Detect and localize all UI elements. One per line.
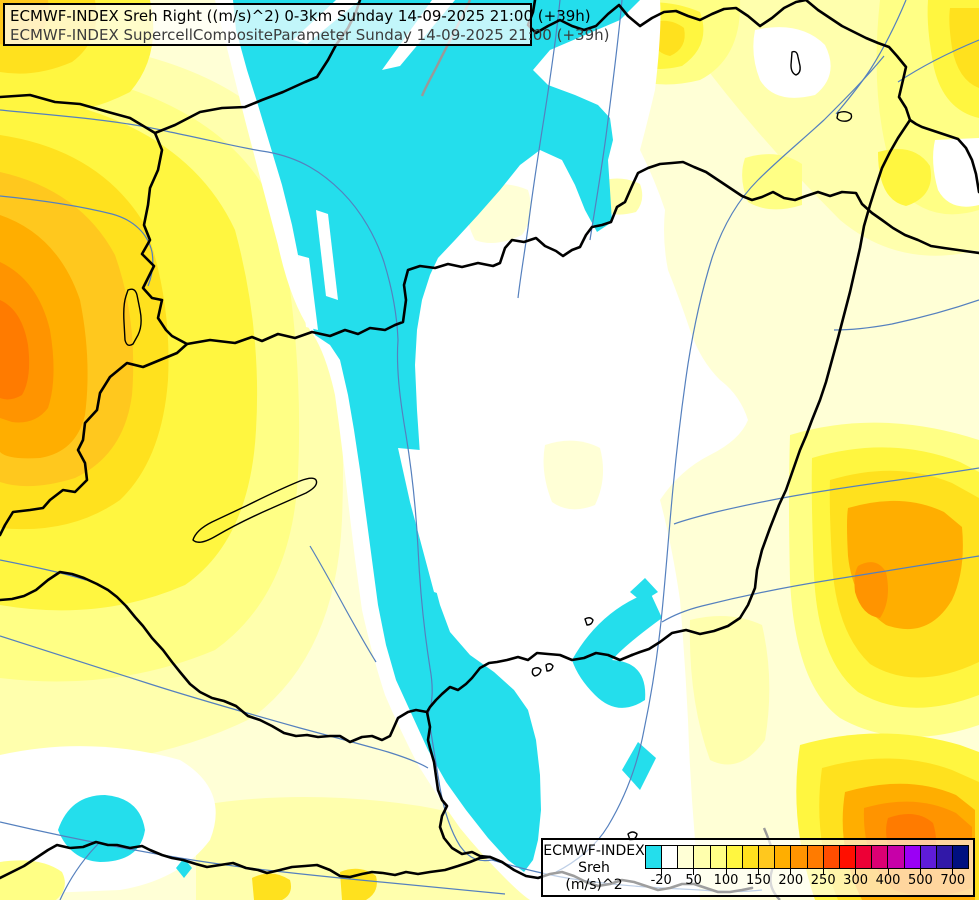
colorbar-cell [871, 846, 888, 868]
colorbar-tick [693, 869, 695, 875]
colorbar-tick-label: 200 [778, 873, 804, 888]
title-line-2: ECMWF-INDEX SupercellCompositeParameter … [10, 26, 610, 44]
river [396, 339, 433, 715]
river [0, 109, 399, 341]
colorbar-cell [935, 846, 952, 868]
lake-outline [790, 50, 801, 76]
title-box: ECMWF-INDEX Sreh Right ((m/s)^2) 0-3km S… [3, 3, 610, 46]
river [835, 0, 907, 115]
colorbar-tick [660, 869, 662, 875]
river [897, 39, 979, 83]
legend-parameter-label: Sreh [578, 860, 610, 876]
colorbar-tick-label: 150 [745, 873, 771, 888]
lake-outline [545, 663, 554, 672]
colorbar-tick-label: 300 [843, 873, 869, 888]
colorbar-cell [806, 846, 823, 868]
legend-product-label: ECMWF-INDEX [543, 843, 645, 859]
colorbar-cell [646, 846, 662, 868]
legend-box: ECMWF-INDEX Sreh (m/s)^2 -20 50 100 150 200 2… [541, 838, 975, 897]
colorbar-cell [693, 846, 710, 868]
colorbar-tick-label: 500 [907, 873, 933, 888]
title-line-1: ECMWF-INDEX Sreh Right ((m/s)^2) 0-3km S… [10, 7, 591, 25]
colorbar-cell [661, 846, 678, 868]
colorbar-cell [903, 846, 920, 868]
river [589, 0, 623, 241]
colorbar-cell [790, 846, 807, 868]
river [309, 545, 377, 663]
colorbar-cell [677, 846, 694, 868]
river [555, 55, 885, 873]
colorbar [645, 845, 969, 869]
colorbar-tick-label: 50 [685, 873, 702, 888]
colorbar-tick [790, 869, 792, 875]
colorbar-cell [855, 846, 872, 868]
colorbar-tick [822, 869, 824, 875]
river [661, 555, 979, 623]
colorbar-tick [757, 869, 759, 875]
legend-text: ECMWF-INDEX Sreh (m/s)^2 [543, 843, 645, 894]
lake-outline [584, 617, 594, 626]
lake-outline [531, 667, 542, 677]
river [517, 0, 561, 299]
colorbar-tick-label: 100 [713, 873, 739, 888]
river [0, 635, 429, 769]
colorbar-cell [887, 846, 904, 868]
colorbar-cell [838, 846, 856, 868]
river [427, 713, 493, 862]
river [0, 821, 506, 895]
colorbar-tick [725, 869, 727, 875]
colorbar-cell [774, 846, 791, 868]
colorbar-cell [709, 846, 726, 868]
colorbar-cell [758, 846, 775, 868]
legend-units-label: (m/s)^2 [565, 877, 623, 893]
cyan-negative-sreh-areas [58, 0, 662, 878]
colorbar-tick [855, 869, 857, 875]
lake-outline [192, 477, 318, 543]
lake-outline [123, 288, 142, 347]
lake-outline [836, 111, 853, 122]
colorbar-tick [919, 869, 921, 875]
colorbar-cell [725, 846, 742, 868]
colorbar-tick [887, 869, 889, 875]
colorbar-tick-label: 700 [940, 873, 966, 888]
river [673, 467, 979, 525]
colorbar-cell [822, 846, 839, 868]
river [833, 299, 979, 331]
colorbar-tick-label: 250 [810, 873, 836, 888]
colorbar-cell [741, 846, 759, 868]
river [59, 841, 101, 900]
colorbar-tick-label: -20 [650, 873, 672, 888]
river [0, 559, 87, 581]
colorbar-tick-label: 400 [875, 873, 901, 888]
colorbar-tick [952, 869, 954, 875]
colorbar-cell [919, 846, 936, 868]
colorbar-cell [951, 846, 969, 868]
